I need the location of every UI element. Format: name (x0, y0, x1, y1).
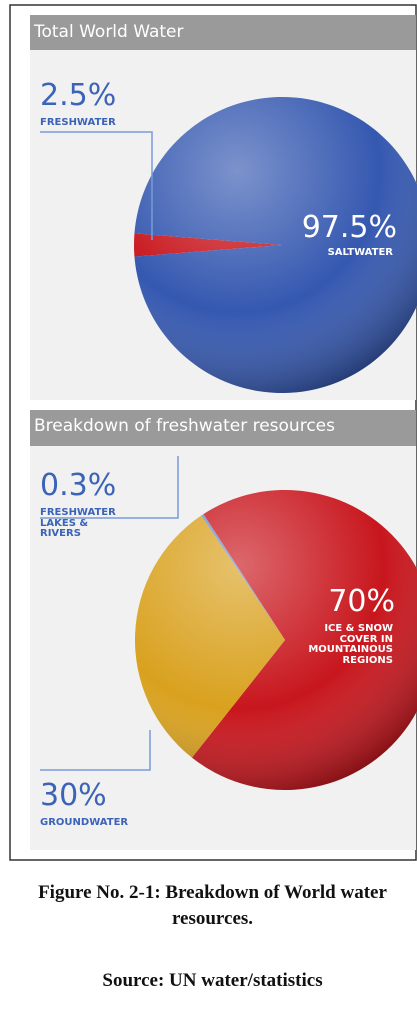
chart-title: Total World Water (34, 22, 184, 42)
leader-line (40, 131, 153, 240)
panel-header (30, 15, 416, 50)
value-label: 0.3% (40, 468, 117, 503)
leader-line (40, 730, 151, 771)
slice-label: GROUNDWATER (40, 817, 129, 828)
value-label: 97.5% (301, 210, 397, 245)
panel-header (30, 410, 416, 446)
chart-title: Breakdown of freshwater resources (34, 416, 335, 436)
value-label: 70% (328, 584, 395, 619)
slice-label: SALTWATER (327, 247, 393, 258)
value-label: 30% (40, 778, 107, 813)
slice-label: FRESHWATER (40, 117, 116, 128)
value-label: 2.5% (40, 78, 117, 113)
leader-line (40, 456, 179, 519)
slice-label: FRESHWATER LAKES & RIVERS (40, 507, 116, 539)
source: Source: UN water/statistics (102, 970, 323, 991)
slice-label: ICE & SNOW COVER IN MOUNTAINOUS REGIONS (308, 623, 393, 666)
caption: Figure No. 2-1: Breakdown of World water… (38, 882, 387, 929)
